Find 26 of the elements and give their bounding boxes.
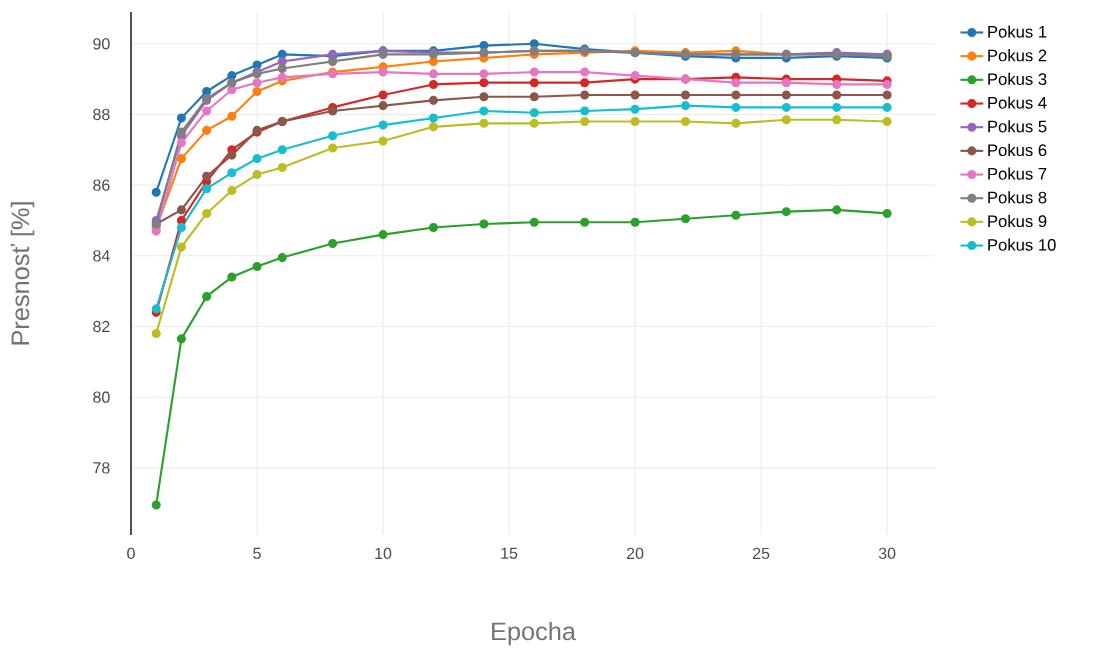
x-tick-label: 5 — [253, 547, 261, 559]
x-tick-label: 25 — [752, 547, 770, 560]
y-axis-title: Presnosť [%] — [10, 202, 35, 345]
y-tick-label: 86 — [93, 179, 110, 191]
x-tick-label: 10 — [375, 547, 392, 560]
y-tick-label: 90 — [93, 38, 110, 50]
y-tick-label: 84 — [93, 250, 110, 262]
legend-label: Pokus 10 — [988, 238, 1056, 251]
legend-label: Pokus 6 — [988, 143, 1047, 157]
x-axis-title: Epocha — [492, 621, 576, 646]
legend-label: Pokus 3 — [988, 72, 1047, 86]
y-tick-label: 88 — [93, 108, 110, 121]
y-tick-label: 80 — [93, 391, 110, 403]
y-tick-label: 78 — [93, 462, 110, 474]
legend-label: Pokus 5 — [988, 120, 1047, 133]
x-tick-label: 30 — [878, 547, 896, 560]
legend-label: Pokus 7 — [988, 167, 1047, 180]
x-tick-label: 15 — [501, 547, 518, 559]
legend-label: Pokus 2 — [988, 49, 1047, 62]
legend-label: Pokus 4 — [988, 96, 1047, 109]
legend-label: Pokus 8 — [988, 191, 1047, 204]
x-tick-label: 0 — [127, 547, 135, 560]
legend-label: Pokus 1 — [988, 25, 1047, 38]
legend-label: Pokus 9 — [988, 214, 1047, 228]
y-tick-label: 82 — [93, 320, 110, 333]
x-tick-label: 20 — [626, 547, 644, 560]
